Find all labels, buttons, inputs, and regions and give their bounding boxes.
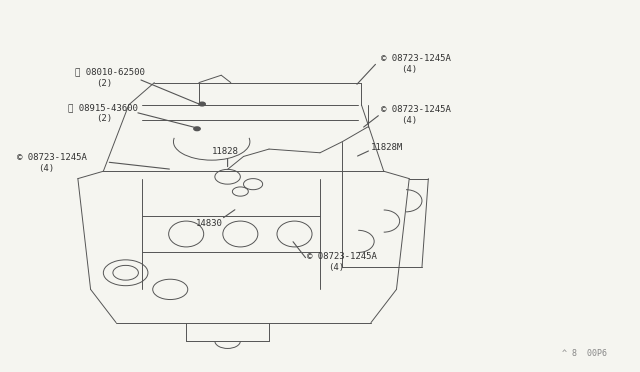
Text: © 08723-1245A: © 08723-1245A bbox=[381, 105, 451, 114]
Text: (4): (4) bbox=[328, 263, 344, 272]
Text: (2): (2) bbox=[96, 79, 112, 88]
Text: Ⓑ 08010-62500: Ⓑ 08010-62500 bbox=[75, 68, 145, 77]
Text: (4): (4) bbox=[38, 164, 54, 173]
Text: © 08723-1245A: © 08723-1245A bbox=[307, 252, 377, 262]
Circle shape bbox=[199, 102, 205, 106]
Circle shape bbox=[194, 127, 200, 131]
Text: © 08723-1245A: © 08723-1245A bbox=[17, 153, 87, 162]
Text: (4): (4) bbox=[401, 65, 418, 74]
Text: (2): (2) bbox=[96, 114, 112, 123]
Text: 11828: 11828 bbox=[212, 147, 239, 156]
Text: 11828M: 11828M bbox=[371, 143, 403, 152]
Text: © 08723-1245A: © 08723-1245A bbox=[381, 54, 451, 63]
Text: Ⓑ 08915-43600: Ⓑ 08915-43600 bbox=[68, 103, 138, 112]
Text: ^ 8  00P6: ^ 8 00P6 bbox=[562, 350, 607, 359]
Text: (4): (4) bbox=[401, 116, 418, 125]
Text: 14830: 14830 bbox=[196, 219, 223, 228]
